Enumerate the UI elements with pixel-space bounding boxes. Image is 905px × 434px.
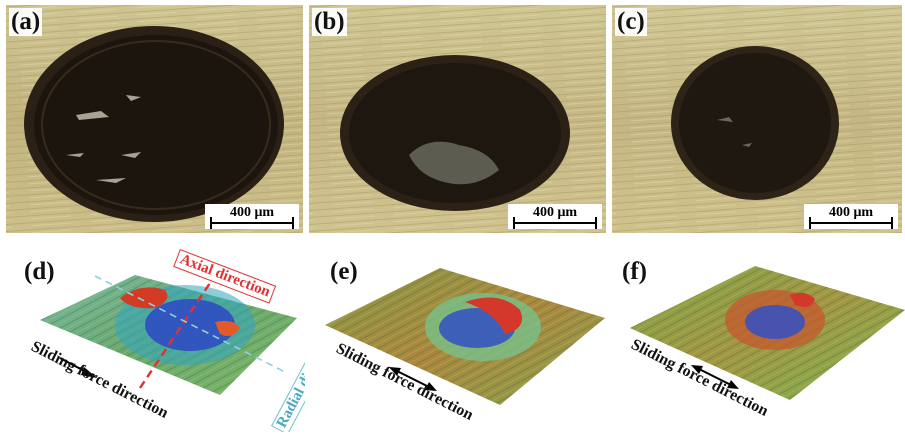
scale-bar-c: 400 μm bbox=[804, 204, 898, 229]
panel-label-e: (e) bbox=[328, 258, 360, 286]
panel-label-c: (c) bbox=[615, 8, 647, 36]
scale-bar-b: 400 μm bbox=[508, 204, 602, 229]
topography-d: (d) Axial direction Radial direction Sli… bbox=[0, 240, 305, 432]
micrograph-c: (c) 400 μm bbox=[612, 5, 902, 233]
topography-d-surface bbox=[40, 275, 297, 395]
panel-label-d: (d) bbox=[22, 258, 57, 286]
topography-e-surface bbox=[325, 268, 605, 405]
scale-bar-text: 400 μm bbox=[229, 205, 275, 220]
panel-label-a: (a) bbox=[9, 8, 43, 36]
panel-label-b: (b) bbox=[312, 8, 347, 36]
micrograph-a: (a) 400 μm bbox=[6, 5, 303, 233]
scale-bar-text: 400 μm bbox=[828, 205, 874, 220]
micrograph-b: (b) 400 μm bbox=[309, 5, 606, 233]
topography-e: (e) Sliding force direction bbox=[305, 240, 605, 432]
scale-bar-a: 400 μm bbox=[205, 204, 299, 229]
panel-label-f: (f) bbox=[620, 258, 649, 286]
topography-f-surface bbox=[630, 266, 905, 400]
scale-bar-line bbox=[513, 217, 597, 229]
scale-bar-text: 400 μm bbox=[532, 205, 578, 220]
micrograph-c-image bbox=[612, 5, 902, 233]
micrograph-b-image bbox=[309, 5, 606, 233]
scale-bar-line bbox=[809, 217, 893, 229]
micrograph-a-image bbox=[6, 5, 303, 233]
scale-bar-line bbox=[210, 217, 294, 229]
topography-f: (f) Sliding force direction bbox=[605, 240, 905, 432]
